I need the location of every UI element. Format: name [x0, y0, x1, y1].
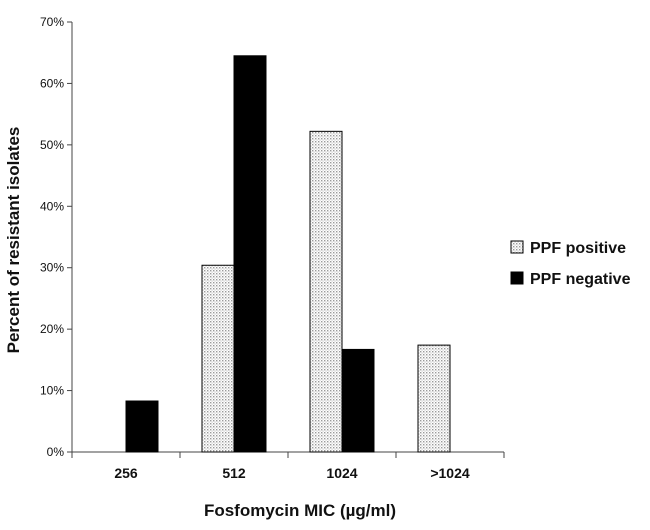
bar-ppf-positive-1024	[417, 344, 451, 453]
legend-swatch-ppf-negative	[510, 271, 524, 285]
legend: PPF positive PPF negative	[510, 240, 631, 288]
bar-ppf-positive-512	[201, 264, 235, 453]
x-tick-label: 1024	[326, 465, 357, 481]
bar-ppf-negative-256	[125, 400, 159, 453]
bar-ppf-negative-512	[233, 55, 267, 453]
legend-label-ppf-negative: PPF negative	[530, 271, 631, 288]
y-tick-label: 60%	[40, 76, 64, 90]
legend-swatch-ppf-positive	[510, 240, 524, 254]
bar-ppf-positive-1024	[309, 130, 343, 453]
y-tick-label: 10%	[40, 384, 64, 398]
y-tick-label: 40%	[40, 199, 64, 213]
x-tick-label: 512	[222, 465, 246, 481]
legend-label-ppf-positive: PPF positive	[530, 240, 626, 257]
y-axis-title: Percent of resistant isolates	[4, 127, 23, 354]
y-tick-label: 70%	[40, 15, 64, 29]
x-axis-title: Fosfomycin MIC (µg/ml)	[204, 501, 396, 520]
x-tick-label: >1024	[430, 465, 470, 481]
y-tick-label: 50%	[40, 138, 64, 152]
y-tick-label: 20%	[40, 322, 64, 336]
x-tick-label: 256	[114, 465, 138, 481]
bar-ppf-negative-1024	[341, 348, 375, 453]
y-tick-label: 30%	[40, 261, 64, 275]
plot-area: 0% 10% 20% 30% 40% 50% 60% 70% 256 512 1024 >1024	[40, 15, 505, 481]
y-tick-label: 0%	[47, 445, 65, 459]
